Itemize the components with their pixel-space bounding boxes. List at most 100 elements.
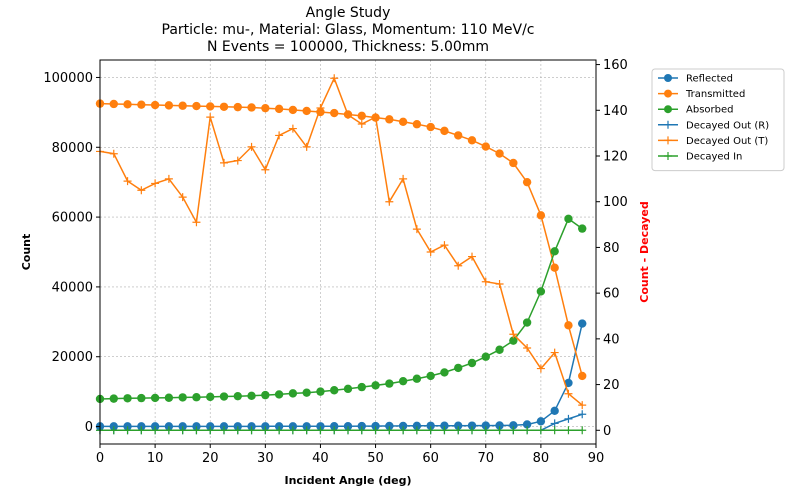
point-5-7 (192, 426, 201, 435)
point-1-4 (150, 100, 160, 110)
point-0-35 (578, 319, 587, 328)
legend: Reflected Transmitted Absorbed Decayed Out … (651, 68, 785, 172)
point-1-27 (467, 136, 477, 145)
point-4-7 (192, 218, 201, 227)
point-2-29 (495, 345, 504, 354)
point-1-24 (426, 122, 435, 132)
point-2-12 (261, 390, 270, 400)
point-2-6 (178, 393, 187, 402)
y-left-tick-label-2: 40000 (52, 280, 93, 295)
x-tick-label-6: 60 (422, 451, 439, 466)
series-1 (95, 99, 587, 381)
point-5-24 (426, 426, 435, 435)
point-2-1 (109, 394, 118, 403)
legend-label-2: Absorbed (686, 105, 733, 116)
point-5-18 (344, 426, 352, 435)
legend-marker-3 (664, 120, 672, 129)
point-2-28 (481, 352, 490, 361)
point-2-13 (274, 390, 284, 399)
x-axis: 0 10 20 30 40 50 60 70 80 90 (96, 444, 604, 466)
point-2-22 (398, 376, 408, 386)
legend-marker-1 (664, 89, 672, 98)
point-4-8 (206, 113, 215, 122)
point-2-3 (137, 393, 146, 403)
point-4-34 (564, 389, 573, 398)
point-4-5 (164, 174, 173, 183)
legend-label-4: Decayed Out (T) (686, 136, 768, 147)
point-5-29 (495, 426, 504, 435)
point-5-11 (247, 426, 256, 435)
point-1-13 (274, 104, 284, 114)
point-0-28 (481, 421, 490, 430)
point-4-35 (578, 401, 587, 410)
point-5-17 (330, 426, 339, 435)
point-5-21 (385, 426, 394, 435)
point-2-10 (233, 391, 242, 401)
point-4-23 (412, 225, 421, 234)
point-5-28 (481, 426, 490, 435)
point-5-8 (206, 426, 215, 435)
point-1-29 (495, 149, 504, 158)
point-2-20 (371, 381, 380, 390)
legend-box (651, 68, 785, 172)
y-right-tick-label-6: 120 (603, 150, 628, 165)
point-5-19 (357, 426, 366, 435)
x-tick-label-8: 80 (533, 451, 550, 466)
y-right-tick-label-8: 160 (603, 58, 628, 73)
point-4-22 (399, 174, 408, 183)
point-1-10 (233, 102, 242, 112)
point-5-5 (164, 426, 173, 435)
point-1-25 (440, 126, 449, 136)
point-5-35 (578, 426, 587, 435)
point-1-3 (137, 100, 146, 109)
point-2-16 (316, 387, 325, 396)
point-1-33 (550, 263, 559, 272)
point-0-16 (316, 422, 325, 431)
point-1-31 (522, 177, 532, 187)
y-left-tick-label-5: 100000 (43, 71, 93, 86)
point-1-2 (123, 100, 132, 109)
point-1-1 (109, 99, 118, 109)
title-line-1: Angle Study (306, 5, 391, 21)
series-line-4 (99, 76, 583, 406)
point-4-16 (316, 104, 325, 112)
x-axis-label: Incident Angle (deg) (284, 474, 411, 487)
x-tick-label-3: 30 (257, 451, 274, 466)
point-5-33 (550, 426, 559, 435)
point-4-26 (454, 261, 463, 270)
point-0-20 (371, 421, 380, 431)
series-layer (95, 74, 587, 435)
point-5-10 (233, 426, 242, 435)
point-0-34 (564, 378, 573, 388)
y-right-tick-label-5: 100 (603, 195, 628, 210)
point-5-20 (371, 426, 380, 435)
point-1-7 (192, 101, 201, 111)
point-2-17 (330, 386, 339, 395)
point-0-22 (398, 421, 408, 431)
point-1-19 (357, 111, 366, 121)
y-right-tick-label-7: 140 (603, 104, 628, 119)
point-5-26 (454, 426, 463, 435)
point-2-4 (150, 393, 160, 403)
point-4-30 (509, 330, 518, 339)
point-1-9 (219, 102, 229, 111)
point-1-11 (247, 103, 256, 112)
point-1-22 (398, 117, 408, 126)
series-2 (95, 214, 587, 404)
y-left-tick-label-0: 0 (85, 420, 93, 435)
point-4-1 (109, 149, 118, 158)
y-axis-left: 0 20000 40000 60000 80000 100000 (43, 71, 100, 435)
point-2-25 (440, 368, 449, 377)
point-2-32 (536, 287, 546, 296)
point-1-35 (578, 371, 587, 381)
point-2-30 (509, 336, 518, 345)
point-2-11 (247, 391, 256, 401)
point-5-6 (178, 426, 187, 435)
legend-label-3: Decayed Out (R) (686, 120, 769, 131)
point-2-15 (302, 388, 311, 397)
legend-marker-0 (664, 74, 672, 82)
legend-entry-4: Decayed Out (T) (658, 136, 768, 147)
point-2-14 (288, 389, 298, 398)
point-2-7 (192, 393, 201, 402)
title-line-3: N Events = 100000, Thickness: 5.00mm (207, 39, 489, 55)
